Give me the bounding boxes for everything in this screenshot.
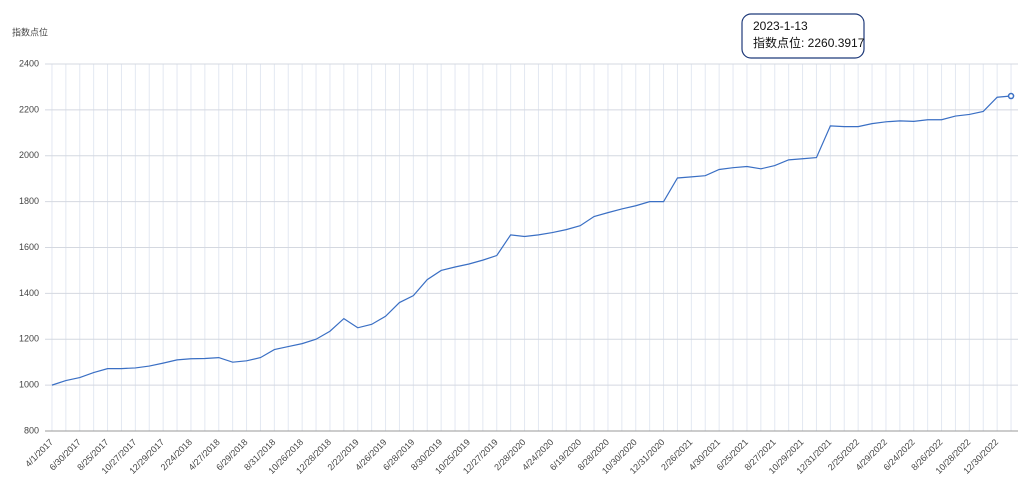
tooltip-box	[741, 13, 865, 59]
tooltip-title: 2023-1-13	[753, 19, 808, 33]
tooltip-text: 指数点位: 2260.3917	[753, 35, 865, 50]
y-tick-label: 1000	[19, 380, 39, 390]
y-tick-label: 1600	[19, 242, 39, 252]
y-tick-label: 800	[24, 425, 39, 435]
y-tick-label: 1200	[19, 334, 39, 344]
y-tick-label: 1400	[19, 288, 39, 298]
tooltip: 2023-1-13 指数点位: 2260.3917	[741, 13, 865, 59]
hover-point	[1007, 92, 1015, 100]
y-axis-label: 指数点位	[12, 26, 48, 37]
y-tick-label: 2400	[19, 58, 39, 68]
line	[51, 95, 1012, 386]
y-tick-label: 2000	[19, 150, 39, 160]
y-tick-label: 2200	[19, 104, 39, 114]
y-tick-label: 1800	[19, 196, 39, 206]
